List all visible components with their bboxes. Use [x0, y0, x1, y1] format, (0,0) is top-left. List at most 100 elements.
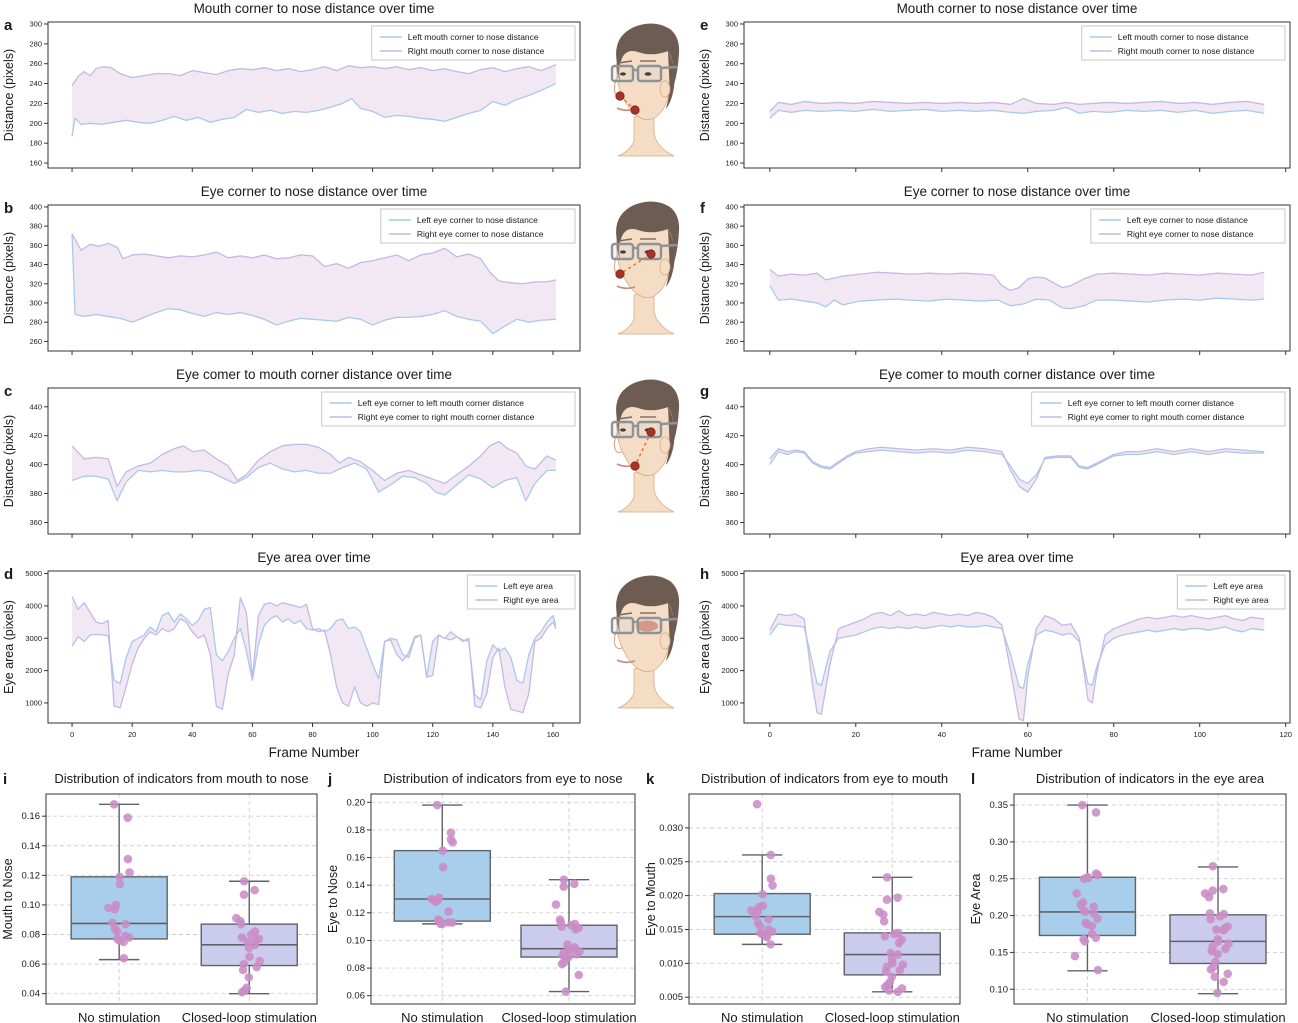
data-point: [239, 876, 249, 886]
panel-e: Mouth corner to nose distance over time e…: [696, 0, 1298, 183]
data-point: [1223, 969, 1233, 979]
y-tick-label: 180: [29, 139, 42, 148]
right-series-line: [769, 446, 1265, 493]
y-tick-label: 220: [29, 99, 42, 108]
y-tick-label: 0.005: [659, 992, 683, 1003]
data-point: [766, 874, 776, 883]
plot-border: [47, 204, 581, 352]
left-series-line: [769, 106, 1265, 119]
right-series-line: [71, 64, 557, 86]
data-point: [1215, 912, 1225, 921]
panel-k: Distribution of indicators from eye to m…: [643, 770, 968, 1023]
face-illustration-svg: [610, 201, 680, 335]
y-tick-label: 360: [725, 518, 738, 527]
y-tick-label: 0.010: [659, 958, 683, 969]
eye: [620, 428, 626, 432]
y-axis-label: Distance (pixels): [698, 49, 712, 141]
y-tick-label: 300: [29, 19, 42, 28]
right-series-line: [71, 440, 557, 487]
panel-l: Distribution of indicators in the eye ar…: [968, 770, 1294, 1023]
y-tick-label: 5000: [25, 569, 42, 578]
data-point: [895, 965, 905, 975]
y-tick-label: 4000: [25, 601, 42, 610]
eyebrow: [617, 612, 633, 616]
data-point: [758, 889, 767, 899]
column-closed-loop-charts: Mouth corner to nose distance over time e…: [696, 0, 1298, 768]
legend-entry-label: Left eye corner to nose distance: [1127, 215, 1248, 225]
y-tick-label: 0.15: [990, 947, 1009, 958]
panel-letter: b: [4, 200, 13, 217]
box-group-closed-loop: [1169, 861, 1267, 998]
chart-title: Distribution of indicators in the eye ar…: [1036, 771, 1265, 786]
y-tick-label: 400: [725, 460, 738, 469]
landmark-dot: [615, 91, 625, 101]
y-tick-label: 260: [725, 59, 738, 68]
y-tick-label: 280: [725, 318, 738, 327]
data-point: [751, 911, 760, 921]
chart-title: Eye area over time: [960, 550, 1073, 565]
left-series-line: [71, 233, 556, 335]
data-point: [886, 948, 895, 958]
y-axis-label: Distance (pixels): [2, 49, 16, 141]
data-point: [557, 959, 567, 969]
data-point: [882, 873, 892, 882]
y-tick-label: 360: [725, 241, 738, 250]
x-tick-label: 80: [1110, 730, 1118, 739]
panel-letter: g: [700, 383, 709, 400]
data-point: [448, 918, 457, 927]
data-point: [882, 895, 892, 904]
data-point: [894, 938, 904, 948]
data-point: [438, 846, 447, 855]
left-series-line: [71, 462, 556, 502]
data-point: [893, 893, 902, 902]
panel-c: Eye comer to mouth corner distance over …: [0, 366, 588, 549]
y-tick-label: 0.12: [22, 870, 41, 881]
landmark-dot: [630, 105, 640, 115]
data-point: [247, 930, 256, 939]
glasses-icon: [610, 616, 678, 635]
neck: [617, 468, 675, 513]
legend-entry-label: Left eye area: [1213, 581, 1263, 591]
y-tick-label: 320: [725, 279, 738, 288]
legend-entry-label: Right mouth corner to nose distance: [1118, 46, 1255, 56]
x-tick-label: 100: [1193, 730, 1206, 739]
y-tick-label: 1000: [721, 698, 738, 707]
data-point: [237, 987, 247, 997]
landmark-dot: [630, 461, 640, 471]
y-tick-label: 0.14: [347, 880, 366, 891]
x-tick-label: 120: [426, 730, 439, 739]
data-point: [1221, 944, 1230, 954]
panel-letter: a: [4, 17, 13, 34]
y-tick-label: 280: [725, 39, 738, 48]
data-point: [1213, 988, 1222, 998]
hair: [616, 201, 680, 263]
chart-b-svg: Eye corner to nose distance over time b Di…: [2, 184, 581, 355]
data-point: [1091, 933, 1101, 942]
chart-c-svg: Eye comer to mouth corner distance over …: [2, 367, 581, 538]
data-point: [252, 962, 262, 972]
chart-title: Distribution of indicators from eye to n…: [383, 771, 622, 786]
x-tick-label: 0: [768, 730, 772, 739]
data-point: [1212, 925, 1221, 934]
data-point: [123, 854, 133, 864]
y-tick-label: 0.10: [22, 900, 41, 911]
data-point: [880, 931, 890, 941]
data-point: [1208, 886, 1218, 895]
legend-entry-label: Left eye corner to left mouth corner dis…: [1068, 398, 1235, 408]
box-group-no-stimulation: [70, 800, 168, 963]
hair: [616, 23, 680, 86]
y-tick-label: 160: [725, 159, 738, 168]
hair: [616, 379, 680, 441]
y-tick-label: 0.030: [659, 823, 683, 834]
category-label: No stimulation: [721, 1010, 803, 1023]
data-point: [1091, 808, 1101, 817]
legend-entry-label: Right eye area: [503, 595, 559, 605]
mouth: [616, 285, 636, 290]
landmark-dot: [615, 269, 625, 279]
plot-border: [743, 21, 1291, 169]
data-point: [752, 799, 762, 809]
data-point: [1089, 902, 1099, 912]
data-point: [250, 885, 259, 895]
plot-border: [688, 793, 961, 1005]
